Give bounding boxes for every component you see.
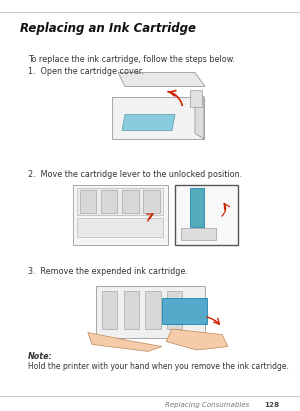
- Polygon shape: [166, 329, 228, 350]
- Bar: [190, 90, 202, 108]
- Bar: [73, 185, 168, 245]
- Bar: [102, 291, 117, 329]
- Bar: [96, 286, 206, 338]
- Text: Replacing an Ink Cartridge: Replacing an Ink Cartridge: [20, 22, 196, 35]
- Polygon shape: [118, 72, 205, 86]
- Bar: [77, 218, 164, 237]
- Text: Hold the printer with your hand when you remove the ink cartridge.: Hold the printer with your hand when you…: [28, 362, 289, 371]
- Bar: [175, 185, 238, 245]
- Text: 2.  Move the cartridge lever to the unlocked position.: 2. Move the cartridge lever to the unloc…: [28, 170, 242, 179]
- Bar: [167, 291, 182, 329]
- Bar: [112, 97, 204, 139]
- Bar: [101, 190, 118, 212]
- Text: 1.  Open the cartridge cover.: 1. Open the cartridge cover.: [28, 67, 144, 76]
- Bar: [80, 190, 96, 212]
- Bar: [124, 291, 139, 329]
- Bar: [122, 190, 139, 212]
- Text: 128: 128: [264, 402, 279, 408]
- Bar: [162, 298, 207, 324]
- Bar: [143, 190, 160, 212]
- Polygon shape: [122, 115, 175, 131]
- Bar: [190, 188, 204, 227]
- Text: To replace the ink cartridge, follow the steps below.: To replace the ink cartridge, follow the…: [28, 55, 235, 64]
- Bar: [77, 188, 164, 215]
- Polygon shape: [195, 91, 204, 139]
- Text: Note:: Note:: [28, 352, 53, 361]
- Text: Replacing Consumables: Replacing Consumables: [165, 402, 249, 408]
- Polygon shape: [88, 332, 162, 351]
- Bar: [145, 291, 160, 329]
- Text: 3.  Remove the expended ink cartridge.: 3. Remove the expended ink cartridge.: [28, 267, 188, 276]
- Bar: [181, 228, 216, 240]
